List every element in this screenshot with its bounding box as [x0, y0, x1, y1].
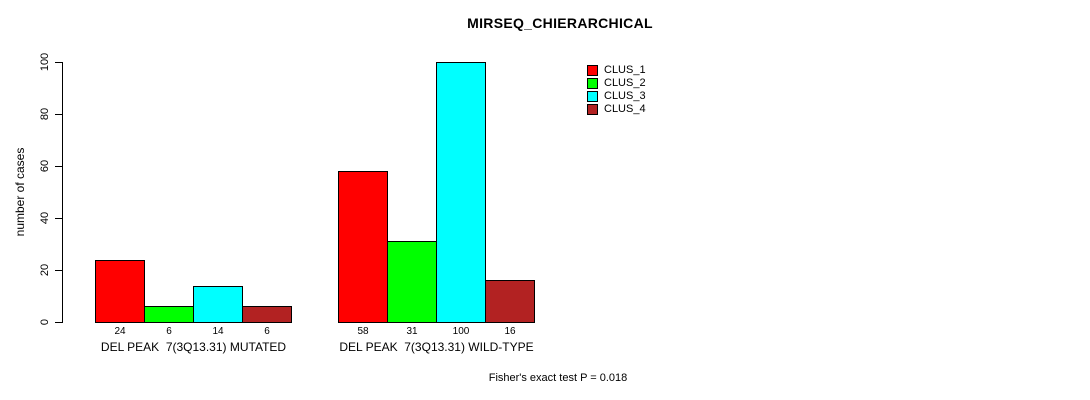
fisher-test-annotation: Fisher's exact test P = 0.018 — [488, 372, 628, 384]
legend-item-clus-3: CLUS_3 — [587, 91, 646, 102]
bar-value-label: 16 — [504, 326, 516, 337]
y-tick-label: 80 — [39, 107, 51, 121]
bar-clus_2 — [387, 241, 437, 323]
legend-item-clus-4: CLUS_4 — [587, 104, 646, 115]
bar-clus_1 — [338, 171, 388, 323]
legend: CLUS_1 CLUS_2 CLUS_3 CLUS_4 — [587, 65, 646, 115]
y-tick-label: 20 — [39, 263, 51, 277]
bar-clus_4 — [242, 306, 292, 323]
y-axis-line — [62, 62, 63, 323]
legend-item-clus-2: CLUS_2 — [587, 78, 646, 89]
y-axis-label: number of cases — [13, 147, 27, 237]
y-tick-mark — [55, 218, 62, 219]
y-tick-mark — [55, 270, 62, 271]
group-axis-label: DEL PEAK 7(3Q13.31) WILD-TYPE — [339, 340, 534, 354]
bar-clus_3 — [436, 62, 486, 323]
y-tick-mark — [55, 62, 62, 63]
y-tick-mark — [55, 114, 62, 115]
y-tick-label: 60 — [39, 159, 51, 173]
bar-clus_1 — [95, 260, 145, 323]
y-tick-mark — [55, 166, 62, 167]
bar-value-label: 31 — [406, 326, 418, 337]
bar-clus_4 — [485, 280, 535, 323]
clus-2-color-swatch — [587, 78, 598, 89]
bar-value-label: 6 — [264, 326, 270, 337]
legend-label: CLUS_4 — [604, 103, 646, 115]
chart-title: MIRSEQ_CHIERARCHICAL — [467, 15, 653, 31]
bar-value-label: 100 — [452, 326, 470, 337]
legend-label: CLUS_1 — [604, 64, 646, 76]
y-tick-mark — [55, 322, 62, 323]
clus-1-color-swatch — [587, 65, 598, 76]
y-tick-label: 100 — [39, 52, 51, 72]
bar-clus_3 — [193, 286, 243, 323]
bar-value-label: 14 — [212, 326, 224, 337]
legend-item-clus-1: CLUS_1 — [587, 65, 646, 76]
group-axis-label: DEL PEAK 7(3Q13.31) MUTATED — [100, 340, 287, 354]
y-tick-label: 40 — [39, 211, 51, 225]
clus-3-color-swatch — [587, 91, 598, 102]
y-tick-label: 0 — [39, 318, 51, 326]
bar-value-label: 6 — [166, 326, 172, 337]
bar-value-label: 58 — [357, 326, 369, 337]
clus-4-color-swatch — [587, 104, 598, 115]
legend-label: CLUS_3 — [604, 90, 646, 102]
legend-label: CLUS_2 — [604, 77, 646, 89]
bar-value-label: 24 — [114, 326, 126, 337]
bar-clus_2 — [144, 306, 194, 323]
